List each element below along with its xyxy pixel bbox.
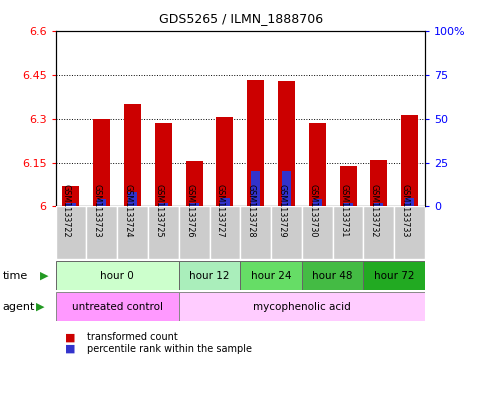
Text: time: time [2,271,28,281]
Text: GSM1133733: GSM1133733 [400,184,410,237]
Bar [179,261,240,290]
Text: untreated control: untreated control [71,302,163,312]
Bar [374,203,384,206]
Text: GDS5265 / ILMN_1888706: GDS5265 / ILMN_1888706 [159,12,324,25]
Bar [210,206,240,259]
Text: hour 72: hour 72 [374,271,414,281]
Bar [340,165,356,206]
Text: GSM1133723: GSM1133723 [93,184,102,237]
Bar [97,199,106,206]
Bar [117,206,148,259]
Bar [56,206,86,259]
Bar [56,292,179,321]
Text: GSM1133730: GSM1133730 [308,184,317,237]
Bar [247,79,264,206]
Text: hour 48: hour 48 [313,271,353,281]
Bar [251,171,260,206]
Text: percentile rank within the sample: percentile rank within the sample [87,344,252,354]
Bar [155,123,172,206]
Bar [66,203,75,206]
Bar [216,118,233,206]
Text: GSM1133725: GSM1133725 [154,184,163,237]
Text: hour 0: hour 0 [100,271,134,281]
Text: transformed count: transformed count [87,332,178,342]
Bar [405,198,414,206]
Text: GSM1133724: GSM1133724 [124,184,132,237]
Bar [241,206,271,259]
Text: GSM1133726: GSM1133726 [185,184,194,237]
Bar [185,161,202,206]
Bar [364,261,425,290]
Bar [93,119,110,206]
Bar [86,206,117,259]
Text: ■: ■ [65,344,76,354]
Bar [62,186,79,206]
Bar [220,198,229,206]
Bar [179,206,210,259]
Bar [148,206,179,259]
Bar [189,203,199,206]
Text: ▶: ▶ [40,271,48,281]
Bar [343,203,353,206]
Bar [271,206,302,259]
Bar [401,114,418,206]
Bar [313,199,322,206]
Text: hour 24: hour 24 [251,271,291,281]
Bar [128,192,137,206]
Bar [302,206,333,259]
Text: GSM1133729: GSM1133729 [277,184,286,237]
Text: GSM1133732: GSM1133732 [370,184,379,237]
Bar [282,171,291,206]
Bar [364,206,394,259]
Text: GSM1133731: GSM1133731 [339,184,348,237]
Text: GSM1133728: GSM1133728 [247,184,256,237]
Bar [241,261,302,290]
Text: agent: agent [2,302,35,312]
Text: GSM1133722: GSM1133722 [62,184,71,237]
Bar [302,261,364,290]
Text: mycophenolic acid: mycophenolic acid [253,302,351,312]
Bar [370,160,387,206]
Text: GSM1133727: GSM1133727 [216,184,225,237]
Bar [179,292,425,321]
Bar [56,261,179,290]
Bar [394,206,425,259]
Text: hour 12: hour 12 [189,271,230,281]
Bar [333,206,364,259]
Bar [278,81,295,206]
Bar [309,123,326,206]
Text: ■: ■ [65,332,76,342]
Text: ▶: ▶ [36,302,45,312]
Bar [124,104,141,206]
Bar [159,203,168,206]
